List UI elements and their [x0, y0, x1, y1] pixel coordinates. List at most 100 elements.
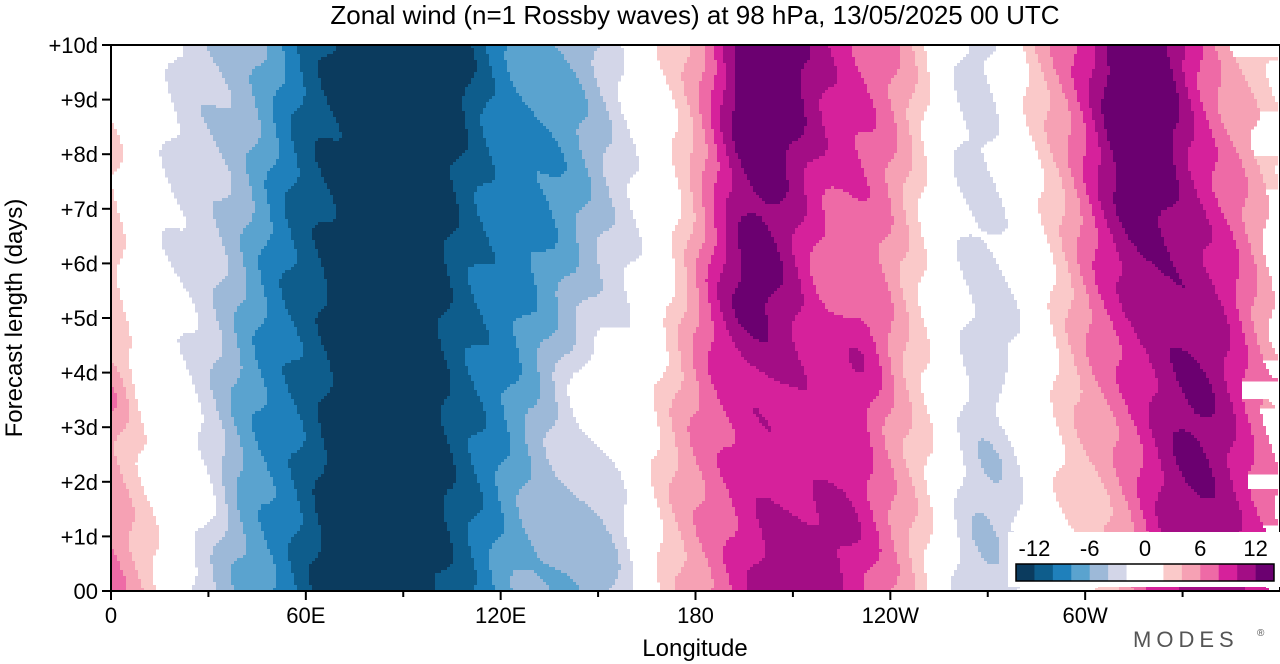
- field-cell: [198, 324, 219, 328]
- field-cell: [555, 243, 579, 247]
- field-cell: [684, 255, 699, 259]
- field-cell: [267, 300, 285, 304]
- field-cell: [1173, 141, 1191, 145]
- field-cell: [699, 324, 714, 328]
- field-cell: [666, 78, 681, 82]
- field-cell: [1185, 75, 1197, 79]
- field-cell: [1203, 264, 1239, 268]
- field-cell: [726, 243, 738, 247]
- field-cell: [117, 366, 129, 370]
- field-cell: [762, 219, 804, 223]
- field-cell: [1173, 279, 1182, 283]
- field-cell: [903, 201, 918, 205]
- field-cell: [126, 426, 144, 430]
- field-cell: [540, 186, 591, 190]
- field-cell: [570, 273, 600, 277]
- field-cell: [891, 411, 912, 415]
- field-cell: [735, 105, 804, 109]
- field-cell: [1065, 96, 1077, 100]
- field-cell: [849, 348, 858, 352]
- field-cell: [900, 57, 915, 61]
- field-cell: [1077, 192, 1086, 196]
- field-cell: [876, 126, 897, 130]
- field-cell: [270, 168, 300, 172]
- field-cell: [870, 330, 891, 334]
- field-cell: [1113, 156, 1173, 160]
- field-cell: [225, 435, 240, 439]
- field-cell: [267, 57, 285, 61]
- field-cell: [1026, 54, 1038, 58]
- field-cell: [318, 327, 438, 331]
- field-cell: [219, 357, 240, 361]
- field-cell: [894, 312, 909, 316]
- field-cell: [915, 57, 927, 61]
- field-cell: [882, 372, 891, 376]
- field-cell: [780, 285, 801, 289]
- field-cell: [300, 417, 318, 421]
- field-cell: [531, 252, 579, 256]
- field-cell: [1074, 180, 1083, 184]
- field-cell: [798, 357, 849, 361]
- field-cell: [801, 90, 825, 94]
- field-cell: [1179, 111, 1194, 115]
- field-cell: [1218, 108, 1260, 112]
- field-cell: [867, 492, 897, 496]
- field-cell: [1125, 228, 1161, 232]
- field-cell: [327, 54, 474, 58]
- field-cell: [798, 273, 810, 277]
- field-cell: [903, 357, 930, 361]
- field-cell: [516, 339, 543, 343]
- field-cell: [729, 192, 756, 196]
- field-cell: [717, 456, 873, 460]
- field-cell: [252, 90, 276, 94]
- field-cell: [714, 132, 723, 136]
- field-cell: [1188, 399, 1215, 403]
- field-cell: [894, 117, 906, 121]
- field-cell: [900, 63, 915, 67]
- field-cell: [579, 303, 630, 307]
- field-cell: [702, 120, 711, 124]
- field-cell: [672, 405, 699, 409]
- field-cell: [894, 303, 906, 307]
- field-cell: [531, 267, 576, 271]
- field-cell: [1026, 51, 1035, 55]
- field-cell: [510, 450, 528, 454]
- field-cell: [726, 87, 735, 91]
- field-cell: [1194, 129, 1212, 133]
- field-cell: [693, 339, 714, 343]
- field-cell: [675, 444, 690, 448]
- field-cell: [1110, 495, 1125, 499]
- field-cell: [303, 351, 327, 355]
- field-cell: [912, 159, 927, 163]
- field-cell: [867, 180, 885, 184]
- field-cell: [1098, 198, 1113, 202]
- field-cell: [1059, 168, 1071, 172]
- field-cell: [252, 198, 267, 202]
- field-cell: [216, 408, 231, 412]
- field-cell: [729, 492, 813, 496]
- field-cell: [540, 120, 582, 124]
- field-cell: [252, 69, 285, 73]
- field-cell: [300, 339, 321, 343]
- field-cell: [723, 102, 735, 106]
- field-cell: [450, 450, 468, 454]
- field-cell: [483, 492, 498, 496]
- field-cell: [696, 264, 708, 268]
- field-cell: [573, 345, 594, 349]
- field-cell: [699, 96, 711, 100]
- field-cell: [882, 387, 894, 391]
- field-cell: [1179, 96, 1188, 100]
- field-cell: [1113, 456, 1143, 460]
- field-cell: [1071, 132, 1086, 136]
- field-cell: [111, 210, 117, 214]
- field-cell: [1251, 426, 1266, 430]
- field-cell: [1233, 234, 1248, 238]
- field-cell: [774, 240, 792, 244]
- field-cell: [1179, 429, 1185, 433]
- field-cell: [192, 375, 210, 379]
- field-cell: [609, 192, 627, 196]
- field-cell: [825, 129, 873, 133]
- field-cell: [258, 117, 273, 121]
- field-cell: [906, 255, 927, 259]
- field-cell: [1245, 405, 1260, 409]
